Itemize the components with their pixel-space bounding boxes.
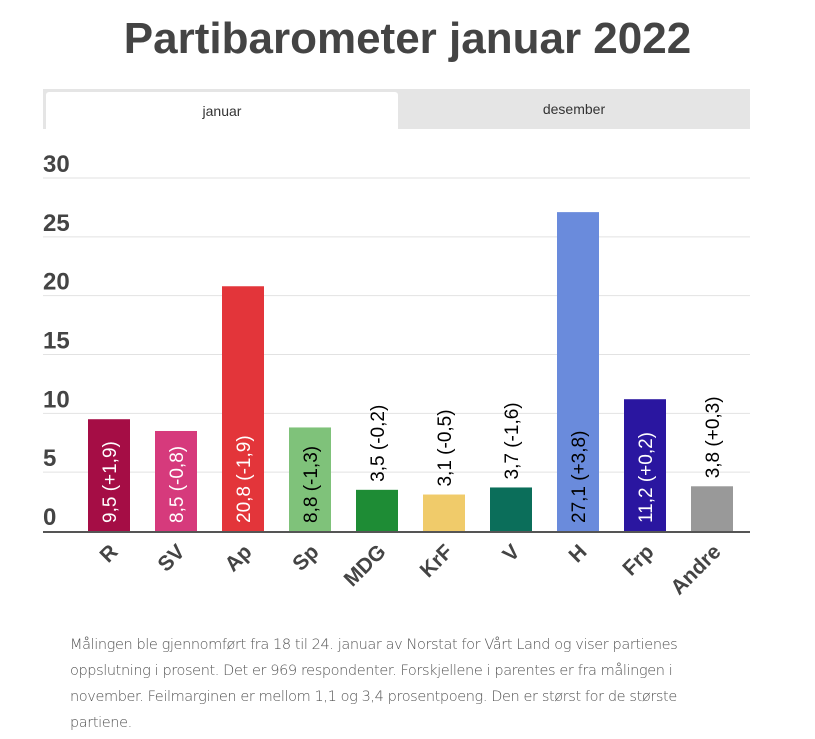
data-label: 27,1 (+3,8) <box>569 431 590 523</box>
bar-r <box>88 419 130 531</box>
y-tick-label: 0 <box>43 504 56 531</box>
x-tick-label: Sp <box>288 540 323 575</box>
x-tick-label: V <box>498 540 524 566</box>
data-label: 3,8 (+0,3) <box>703 396 724 478</box>
x-tick-label: MDG <box>340 540 391 591</box>
y-tick-label: 30 <box>43 151 70 178</box>
x-tick-label: H <box>565 540 592 567</box>
y-tick-label: 15 <box>43 328 70 355</box>
y-tick-label: 25 <box>43 210 70 237</box>
data-label: 3,1 (-0,5) <box>435 409 456 486</box>
chart-title: Partibarometer januar 2022 <box>123 14 692 63</box>
x-tick-label: KrF <box>416 540 458 582</box>
bar-sv <box>155 430 197 531</box>
bar-sp <box>289 427 331 531</box>
data-label: 11,2 (+0,2) <box>636 432 657 523</box>
bar-frp <box>624 399 666 531</box>
x-tick-label: Andre <box>666 540 725 599</box>
y-tick-label: 10 <box>43 386 70 413</box>
data-label: 3,7 (-1,6) <box>502 402 523 479</box>
period-tabs: januar desember <box>43 89 750 129</box>
x-tick-label: Frp <box>618 540 658 580</box>
x-tick-label: Ap <box>220 540 256 576</box>
tab-desember[interactable]: desember <box>542 101 606 117</box>
tab-januar[interactable]: januar <box>46 92 398 129</box>
data-label: 9,5 (+1,9) <box>100 441 121 523</box>
y-tick-label: 20 <box>43 269 70 296</box>
bar-h <box>557 212 599 531</box>
bar-krf <box>423 494 465 531</box>
y-tick-label: 5 <box>43 445 56 472</box>
bar-v <box>490 487 532 531</box>
bar-mdg <box>356 489 398 531</box>
x-tick-label: R <box>96 540 123 567</box>
bar-chart: 0 5 10 15 20 25 30 9,5 (+1,9) R 8,5 (-0,8) SV 20,8 … <box>43 151 750 599</box>
data-label: 8,8 (-1,3) <box>301 446 322 523</box>
data-label: 3,5 (-0,2) <box>368 405 389 482</box>
bar-andre <box>691 486 733 531</box>
bar-ap <box>222 286 264 531</box>
x-tick-label: SV <box>153 540 189 576</box>
data-label: 20,8 (-1,9) <box>234 435 255 523</box>
data-label: 8,5 (-0,8) <box>167 446 188 523</box>
footnote: Målingen ble gjennomført fra 18 til 24. … <box>70 637 678 731</box>
